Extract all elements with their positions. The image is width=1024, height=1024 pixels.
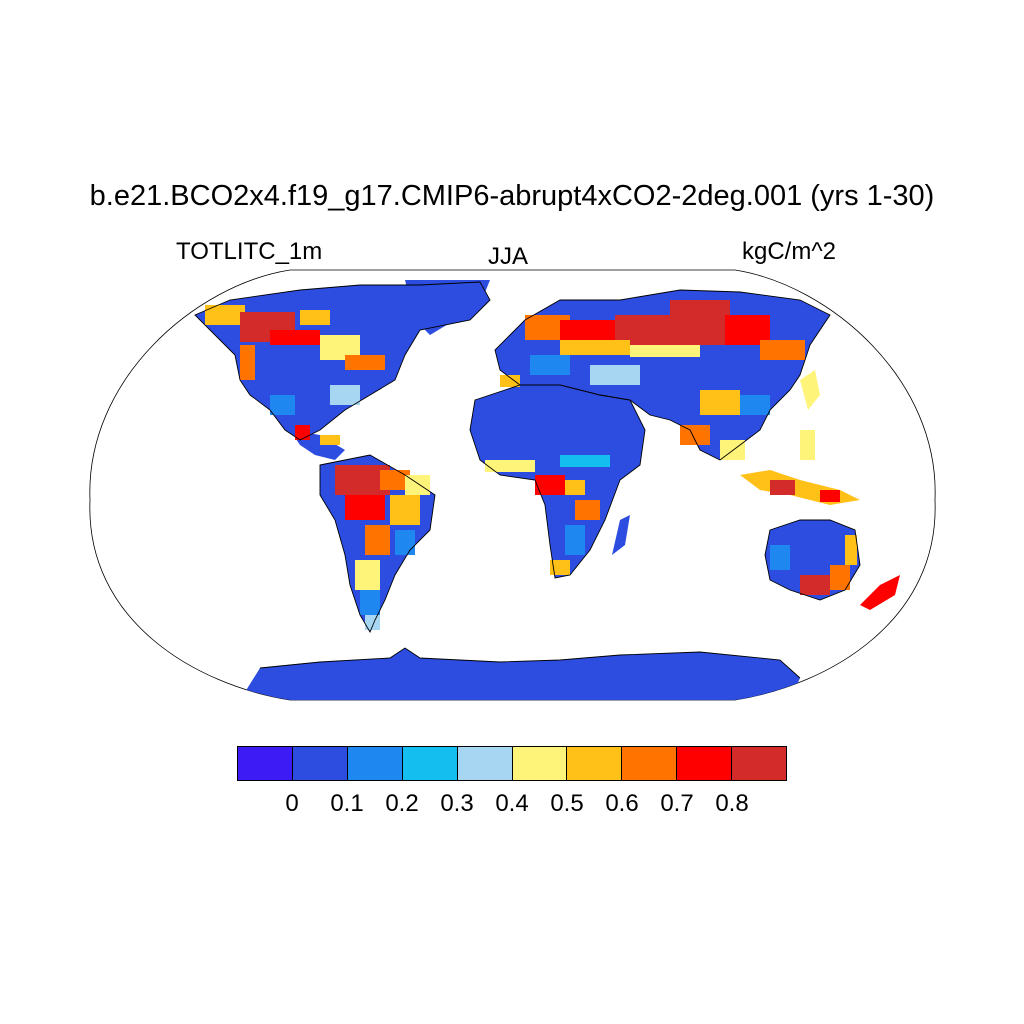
colorbar-tick-label: 0.8 — [715, 790, 749, 817]
colorbar-tick-label: 0.5 — [550, 790, 584, 817]
new-zealand — [860, 575, 900, 610]
greenland — [405, 280, 490, 335]
colorbar-tick-label: 0.4 — [495, 790, 529, 817]
madagascar — [612, 515, 630, 555]
colorbar-swatch — [622, 747, 678, 780]
colorbar-swatch — [512, 747, 568, 780]
season-label: JJA — [488, 243, 529, 270]
japan — [800, 370, 820, 410]
colorbar-swatch — [732, 747, 787, 780]
colorbar-swatch — [457, 747, 513, 780]
high-value-patches — [205, 300, 857, 630]
units-label: kgC/m^2 — [742, 238, 836, 265]
colorbar-tick-label: 0.6 — [605, 790, 639, 817]
colorbar-swatch — [292, 747, 348, 780]
variable-label: TOTLITC_1m — [176, 238, 323, 265]
colorbar-swatch — [238, 747, 293, 780]
colorbar-tick-label: 0.3 — [440, 790, 474, 817]
colorbar — [237, 746, 787, 781]
colorbar-tick-label: 0.1 — [330, 790, 364, 817]
colorbar-swatch — [567, 747, 623, 780]
antarctica — [240, 648, 800, 700]
colorbar-tick-label: 0 — [285, 790, 299, 817]
coastlines — [194, 281, 861, 679]
figure-title: b.e21.BCO2x4.f19_g17.CMIP6-abrupt4xCO2-2… — [89, 180, 935, 212]
colorbar-swatch — [347, 747, 403, 780]
colorbar-swatch — [402, 747, 458, 780]
colorbar-swatch — [677, 747, 733, 780]
colorbar-tick-label: 0.7 — [660, 790, 694, 817]
colorbar-tick-label: 0.2 — [385, 790, 419, 817]
